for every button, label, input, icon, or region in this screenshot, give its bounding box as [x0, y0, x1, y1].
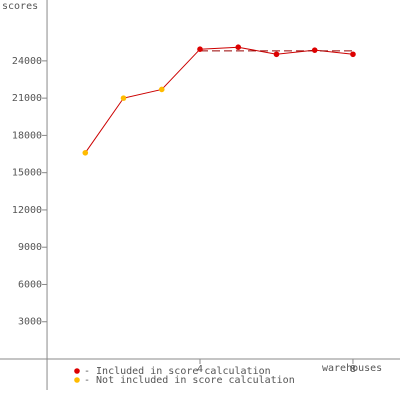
- x-axis-label: warehouses: [322, 363, 382, 374]
- y-tick-label: 21000: [12, 93, 42, 104]
- y-axis-label: scores: [2, 1, 38, 12]
- y-tick-label: 6000: [18, 279, 42, 290]
- legend-marker: [74, 368, 80, 374]
- x-tick-label: 4: [197, 364, 203, 375]
- legend-label: - Included in score calculation: [84, 366, 271, 377]
- y-tick-label: 15000: [12, 168, 42, 179]
- point: [82, 149, 89, 156]
- point: [311, 47, 318, 53]
- x-tick-label: 8: [350, 364, 356, 375]
- y-tick-label: 24000: [12, 56, 42, 67]
- point: [197, 46, 203, 52]
- y-tick-label: 18000: [12, 130, 42, 141]
- point: [235, 44, 242, 51]
- y-tick-label: 12000: [12, 205, 42, 216]
- y-tick-label: 9000: [18, 242, 42, 253]
- point: [120, 95, 127, 101]
- legend-marker: [74, 377, 80, 383]
- legend-label: - Not included in score calculation: [84, 375, 295, 386]
- point: [158, 86, 165, 93]
- point: [350, 51, 356, 58]
- y-tick-label: 3000: [18, 317, 42, 328]
- point: [273, 51, 280, 58]
